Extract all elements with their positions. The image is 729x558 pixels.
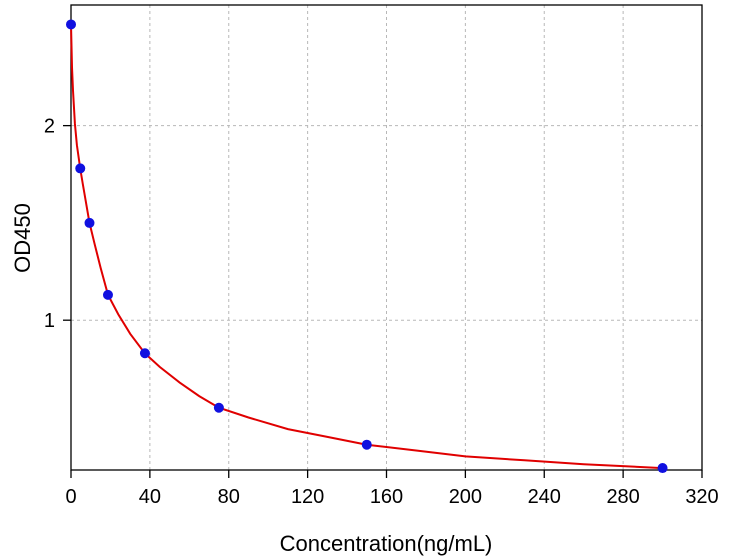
x-tick-label: 240 [528,486,561,508]
x-tick-label: 200 [449,486,482,508]
x-tick-label: 40 [139,486,161,508]
x-axis-label: Concentration(ng/mL) [280,531,493,556]
y-tick-label: 1 [44,310,55,332]
x-axis-ticks: 0 40 80 120 160 200 240 280 320 [65,470,719,508]
data-points [66,19,668,474]
y-tick-label: 2 [44,116,55,138]
y-axis-label: OD450 [10,203,35,273]
plot-frame [70,4,703,471]
data-point [139,348,150,359]
data-point [213,402,224,413]
x-tick-label: 320 [685,486,718,508]
x-tick-label: 0 [65,486,76,508]
x-tick-label: 80 [218,486,240,508]
data-point [657,463,668,474]
data-point [66,19,76,30]
fit-curve-line [70,24,663,470]
data-point [84,217,95,228]
y-axis-ticks: 12 [44,116,71,332]
data-point [361,439,372,450]
x-tick-label: 120 [291,486,324,508]
x-tick-label: 280 [606,486,639,508]
grid-lines [71,5,702,470]
data-point [75,163,86,174]
data-point [102,289,113,300]
x-tick-label: 160 [370,486,403,508]
